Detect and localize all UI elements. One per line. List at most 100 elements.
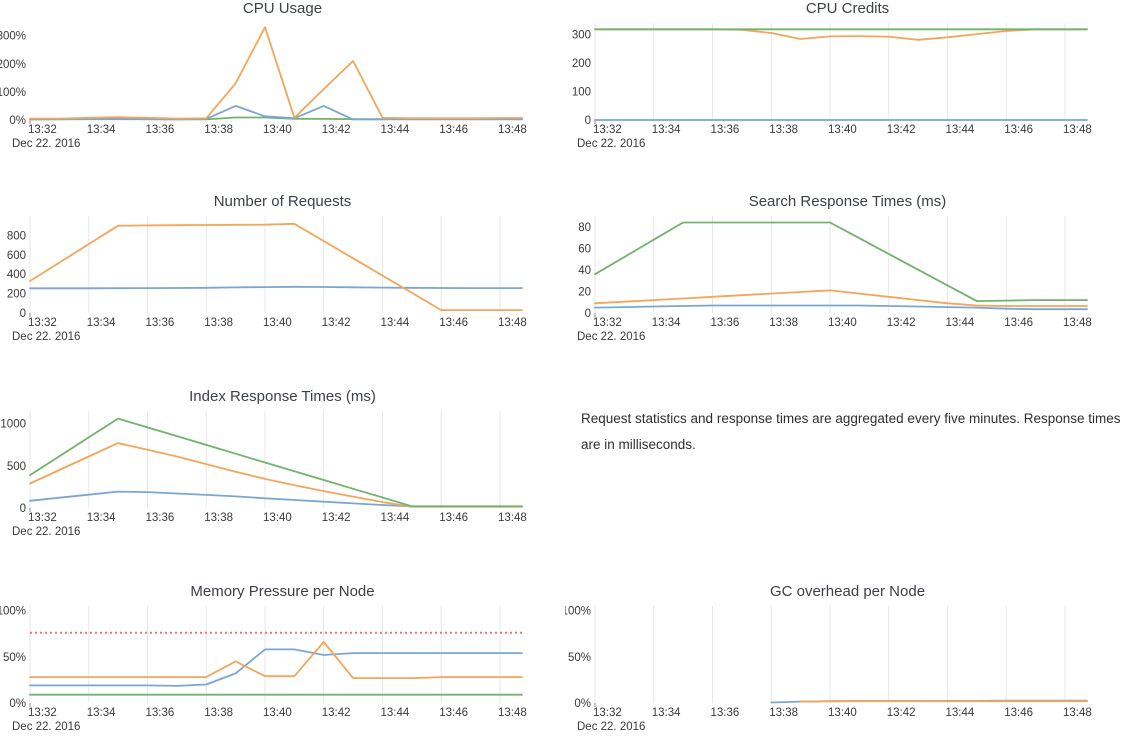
x-tick-label: 13:48 [1063, 317, 1092, 329]
x-tick-label: 13:32 [28, 512, 57, 524]
x-tick-label: 13:46 [439, 317, 468, 329]
chart-search-response-times: Search Response Times (ms) 0 20 40 60 80 13:3… [565, 193, 1130, 353]
x-tick-label: 13:38 [204, 512, 233, 524]
chart-canvas-memory-pressure-per-node: 0% 50% 100% 13:32 13:34 13:36 13:38 13:40 13:42 1… [0, 606, 527, 733]
y-tick-label: 800 [7, 230, 26, 242]
x-tick-label: 13:32 [28, 707, 57, 719]
x-tick-label: 13:34 [652, 317, 681, 329]
x-tick-label: 13:40 [263, 317, 292, 329]
x-axis-date-label: Dec 22. 2016 [12, 138, 80, 150]
y-tick-label: 200% [0, 59, 26, 71]
chart-canvas-index-response-times: 0 500 1000 13:32 13:34 13:36 13:38 13:40 13:42 13… [0, 411, 527, 538]
x-tick-label: 13:40 [263, 707, 292, 719]
x-tick-label: 13:32 [28, 124, 57, 136]
x-tick-label: 13:48 [1063, 124, 1092, 136]
x-tick-label: 13:32 [593, 707, 622, 719]
x-tick-label: 13:46 [439, 707, 468, 719]
x-tick-label: 13:38 [204, 707, 233, 719]
y-tick-label: 40 [578, 265, 591, 277]
x-tick-label: 13:36 [145, 512, 174, 524]
x-axis-date-label: Dec 22. 2016 [12, 526, 80, 538]
y-tick-label: 100 [572, 86, 591, 98]
series-line-blue [29, 285, 523, 290]
x-axis-date-label: Dec 22. 2016 [577, 138, 645, 150]
x-tick-label: 13:36 [710, 124, 739, 136]
chart-number-of-requests: Number of Requests 0 200 400 600 800 13:32 13:… [0, 193, 565, 353]
x-tick-label: 13:44 [945, 124, 974, 136]
x-tick-label: 13:34 [87, 317, 116, 329]
chart-cpu-usage: CPU Usage 0% 100% 200% 300% 13:32 13:34 13:36 1… [0, 0, 565, 160]
x-tick-label: 13:36 [145, 124, 174, 136]
x-axis-date-label: Dec 22. 2016 [12, 721, 80, 733]
chart-title-cpu-usage: CPU Usage [242, 0, 323, 17]
x-tick-label: 13:38 [204, 124, 233, 136]
chart-memory-pressure-per-node: Memory Pressure per Node 0% 50% 100% 13:32 1… [0, 583, 565, 741]
x-tick-label: 13:42 [322, 512, 351, 524]
series-line-green [29, 417, 523, 508]
y-tick-label: 100% [565, 606, 591, 618]
chart-title-number-of-requests: Number of Requests [213, 193, 352, 210]
x-tick-label: 13:32 [28, 317, 57, 329]
x-tick-label: 13:48 [1063, 707, 1092, 719]
x-tick-label: 13:34 [87, 512, 116, 524]
x-tick-label: 13:44 [945, 317, 974, 329]
series-line-orange [594, 28, 1088, 41]
x-tick-label: 13:40 [263, 124, 292, 136]
x-tick-label: 13:34 [652, 124, 681, 136]
x-tick-label: 13:44 [380, 707, 409, 719]
series-line-blue [29, 105, 523, 121]
series-line-green [594, 221, 1088, 302]
chart-title-search-response-times: Search Response Times (ms) [748, 193, 947, 210]
y-tick-label: 60 [578, 243, 591, 255]
x-tick-label: 13:46 [1004, 317, 1033, 329]
x-tick-label: 13:46 [1004, 124, 1033, 136]
y-tick-label: 0 [20, 503, 26, 515]
chart-cpu-credits: CPU Credits 0 100 200 300 13:32 13:34 13:36 13:… [565, 0, 1130, 160]
x-tick-label: 13:42 [887, 124, 916, 136]
x-tick-label: 13:36 [145, 317, 174, 329]
y-tick-label: 500 [7, 461, 26, 473]
x-tick-label: 13:42 [322, 124, 351, 136]
x-tick-label: 13:36 [710, 707, 739, 719]
y-tick-label: 1000 [0, 419, 26, 431]
series-line-blue [29, 648, 523, 687]
series-line-orange [29, 442, 523, 508]
x-tick-label: 13:38 [769, 317, 798, 329]
x-tick-label: 13:36 [145, 707, 174, 719]
x-tick-label: 13:40 [828, 707, 857, 719]
x-axis-date-label: Dec 22. 2016 [577, 721, 645, 733]
y-tick-label: 0% [574, 698, 591, 710]
x-tick-label: 13:44 [380, 317, 409, 329]
x-tick-label: 13:40 [828, 124, 857, 136]
series-line-blue [29, 490, 523, 508]
x-axis-date-label: Dec 22. 2016 [577, 331, 645, 343]
x-tick-label: 13:42 [322, 707, 351, 719]
series-line-orange [29, 222, 523, 311]
x-tick-label: 13:38 [769, 124, 798, 136]
chart-canvas-search-response-times: 0 20 40 60 80 13:32 13:34 13:36 13:38 13:40 13:42 1… [577, 216, 1092, 343]
y-tick-label: 200 [572, 58, 591, 70]
chart-canvas-number-of-requests: 0 200 400 600 800 13:32 13:34 13:36 13:38 13:40 13… [7, 216, 527, 343]
x-tick-label: 13:42 [887, 317, 916, 329]
chart-title-memory-pressure-per-node: Memory Pressure per Node [190, 583, 375, 600]
y-tick-label: 100% [0, 606, 26, 618]
y-tick-label: 300 [572, 29, 591, 41]
chart-canvas-cpu-usage: 0% 100% 200% 300% 13:32 13:34 13:36 13:38 13:40 1… [0, 26, 527, 150]
aggregation-note: Request statistics and response times ar… [581, 411, 1121, 452]
y-tick-label: 200 [7, 289, 26, 301]
x-tick-label: 13:42 [322, 317, 351, 329]
y-tick-label: 0 [20, 308, 26, 320]
x-tick-label: 13:40 [263, 512, 292, 524]
y-tick-label: 400 [7, 269, 26, 281]
x-tick-label: 13:38 [204, 317, 233, 329]
y-tick-label: 100% [0, 87, 26, 99]
x-tick-label: 13:48 [498, 707, 527, 719]
x-tick-label: 13:44 [380, 512, 409, 524]
chart-canvas-cpu-credits: 0 100 200 300 13:32 13:34 13:36 13:38 13:40 13:42… [572, 23, 1092, 150]
series-line-orange [29, 641, 523, 679]
x-tick-label: 13:44 [945, 707, 974, 719]
chart-title-gc-overhead-per-node: GC overhead per Node [769, 583, 926, 600]
x-tick-label: 13:48 [498, 512, 527, 524]
y-tick-label: 0 [585, 115, 591, 127]
